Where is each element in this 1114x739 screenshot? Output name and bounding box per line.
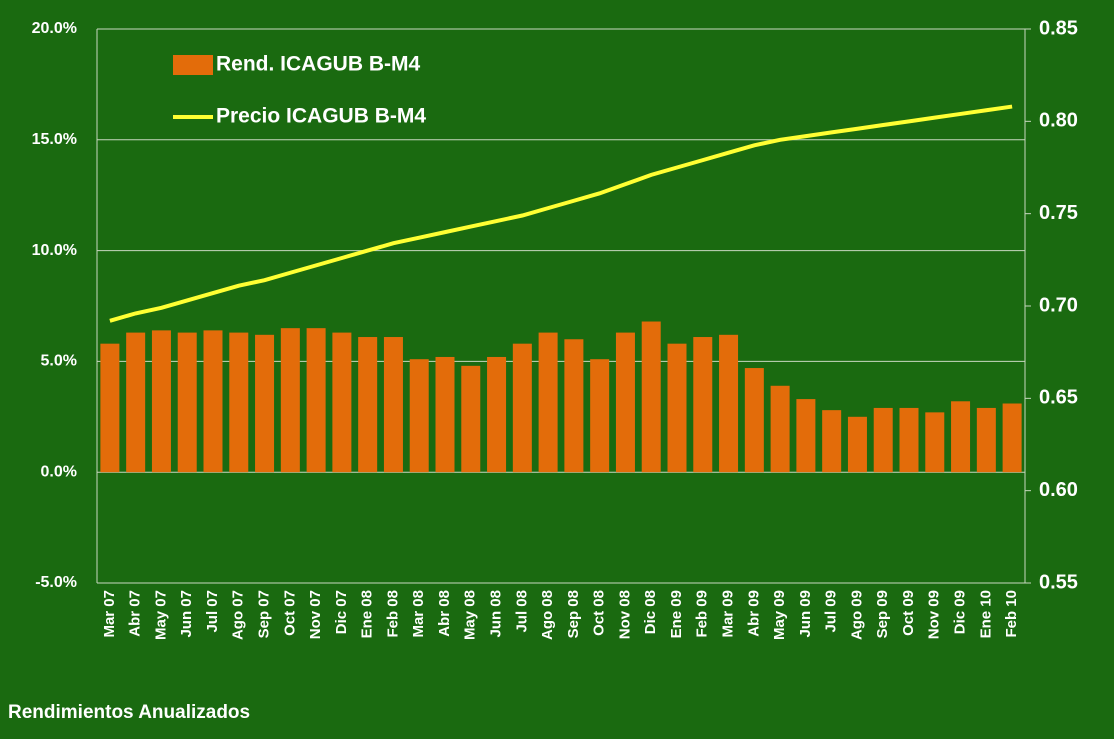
x-tick-label: Dic 09 [952,590,969,634]
bar [770,385,790,473]
x-tick-label: Jul 09 [823,590,840,633]
bar [461,365,481,473]
x-tick-label: Dic 07 [333,590,350,634]
bar [177,332,197,473]
x-tick-label: Nov 07 [307,590,324,639]
bar [1002,403,1022,473]
x-tick-label: Abr 09 [745,590,762,637]
legend-label: Rend. ICAGUB B-M4 [216,53,420,76]
bar [693,337,713,473]
y-tick-label: 20.0% [32,20,77,37]
bar [925,412,945,473]
bar [615,332,635,473]
bar [976,407,996,473]
y-tick-label: 10.0% [32,242,77,259]
legend-label: Precio ICAGUB B-M4 [216,105,426,128]
x-tick-label: May 07 [152,590,169,640]
bar [358,337,378,473]
bar [744,368,764,473]
x-tick-label: Sep 09 [874,590,891,638]
y-tick-label: 15.0% [32,131,77,148]
x-tick-label: Sep 08 [565,590,582,638]
bar [899,407,919,473]
x-tick-label: Sep 07 [256,590,273,638]
y2-tick-label: 0.70 [1039,294,1078,316]
bar [538,332,558,473]
bar [796,399,816,473]
x-tick-label: Ago 07 [230,590,247,640]
x-tick-label: Ene 09 [668,590,685,638]
x-tick-label: Feb 10 [1003,590,1020,638]
bar [822,410,842,473]
bar [126,332,146,473]
bar [306,328,326,473]
bar [719,334,739,473]
bar [280,328,300,473]
bar [255,334,275,473]
annotation: Rendimientos Anualizados [8,702,250,723]
x-tick-label: Oct 08 [591,590,608,636]
y2-tick-label: 0.60 [1039,479,1078,501]
y2-tick-label: 0.65 [1039,387,1078,409]
x-tick-label: Oct 07 [281,590,298,636]
bar [487,356,507,473]
bar [667,343,687,473]
legend-swatch [173,55,213,75]
x-tick-label: Oct 09 [900,590,917,636]
x-tick-label: Jul 08 [513,590,530,633]
bar [229,332,249,473]
y-tick-label: -5.0% [35,574,77,591]
bar [100,343,120,473]
bar [873,407,893,473]
y-tick-label: 5.0% [41,353,77,370]
x-tick-label: Jun 08 [488,590,505,638]
bar [409,359,429,473]
bar [203,330,223,473]
bar [590,359,610,473]
line [109,104,1013,323]
x-tick-label: Ago 09 [848,590,865,640]
x-tick-label: Jun 09 [797,590,814,638]
x-tick-label: Mar 07 [101,590,118,638]
x-tick-label: Ene 08 [359,590,376,638]
x-tick-label: Mar 09 [720,590,737,638]
y-tick-label: 0.0% [41,463,77,480]
x-tick-label: Ago 08 [539,590,556,640]
y2-tick-label: 0.55 [1039,571,1078,593]
x-tick-label: Feb 09 [694,590,711,638]
bar [641,321,661,473]
bar [383,337,403,473]
bar [151,330,171,473]
x-tick-label: Nov 09 [926,590,943,639]
y2-tick-label: 0.85 [1039,17,1078,39]
x-tick-label: Abr 08 [436,590,453,637]
bar [951,401,971,473]
x-tick-label: Dic 08 [642,590,659,634]
x-tick-label: Jun 07 [178,590,195,638]
bar [564,339,584,473]
x-tick-label: Ene 10 [977,590,994,638]
x-tick-label: May 09 [771,590,788,640]
x-tick-label: Nov 08 [616,590,633,639]
bar [512,343,532,473]
bar [332,332,352,473]
y2-tick-label: 0.75 [1039,202,1078,224]
x-tick-label: Jul 07 [204,590,221,633]
y2-tick-label: 0.80 [1039,110,1078,132]
bar [847,416,867,473]
x-tick-label: Mar 08 [410,590,427,638]
x-tick-label: Feb 08 [384,590,401,638]
x-tick-label: Abr 07 [127,590,144,637]
bar [435,356,455,473]
x-tick-label: May 08 [462,590,479,640]
